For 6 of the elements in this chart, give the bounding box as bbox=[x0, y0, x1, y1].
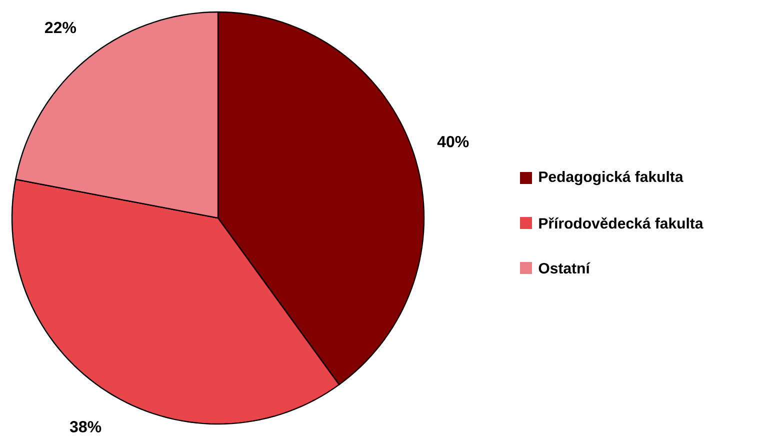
data-label: 40% bbox=[437, 136, 469, 148]
data-label: 22% bbox=[44, 22, 76, 34]
legend-label: Ostatní bbox=[538, 262, 590, 274]
legend-label: Pedagogická fakulta bbox=[539, 170, 684, 186]
data-label: 38% bbox=[70, 421, 102, 432]
legend-label: Přírodovědecká fakulta bbox=[539, 217, 704, 229]
